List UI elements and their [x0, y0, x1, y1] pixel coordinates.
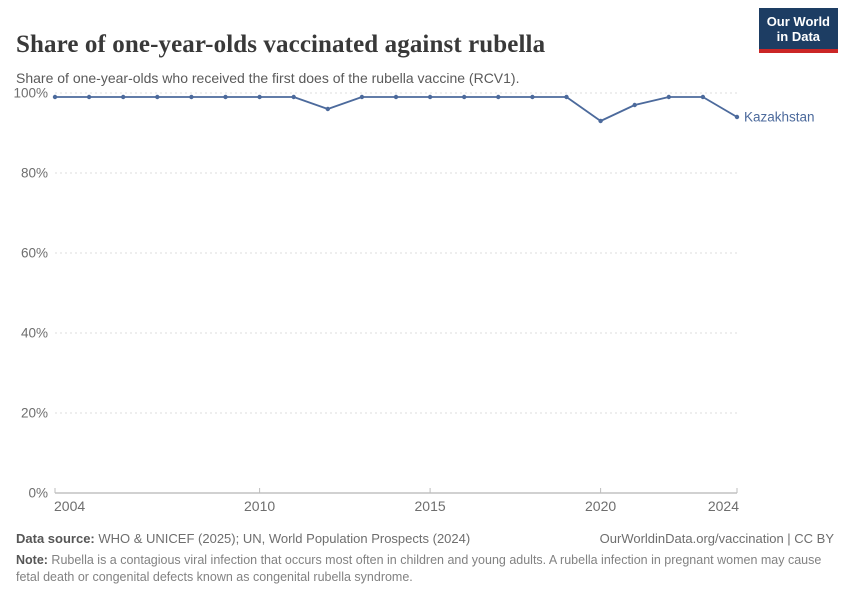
data-point: [530, 94, 535, 100]
data-source-value: WHO & UNICEF (2025); UN, World Populatio…: [94, 531, 471, 546]
data-point: [223, 94, 228, 100]
page-subtitle: Share of one-year-olds who received the …: [16, 70, 520, 86]
data-point: [257, 94, 262, 100]
data-point: [189, 94, 194, 100]
data-point: [121, 94, 126, 100]
y-tick-label: 100%: [13, 86, 48, 101]
x-tick-label: 2004: [54, 498, 85, 514]
data-point: [52, 94, 58, 100]
data-source-text: Data source: WHO & UNICEF (2025); UN, Wo…: [16, 531, 470, 546]
data-point: [155, 94, 160, 100]
x-tick-label: 2015: [415, 498, 446, 514]
y-tick-label: 0%: [28, 486, 48, 501]
x-tick-label: 2020: [585, 498, 616, 514]
y-tick-label: 20%: [21, 406, 48, 421]
data-point: [325, 106, 330, 112]
y-tick-label: 60%: [21, 246, 48, 261]
data-point: [427, 94, 433, 100]
data-point: [598, 118, 603, 124]
data-point: [496, 94, 501, 100]
data-point: [734, 114, 740, 120]
note-label: Note:: [16, 553, 48, 567]
data-point: [393, 94, 399, 100]
owid-link-text[interactable]: OurWorldinData.org/vaccination | CC BY: [599, 531, 834, 546]
data-source-label: Data source:: [16, 531, 95, 546]
page-title: Share of one-year-olds vaccinated agains…: [16, 30, 546, 58]
source-row: Data source: WHO & UNICEF (2025); UN, Wo…: [16, 531, 834, 546]
chart-footer: Data source: WHO & UNICEF (2025); UN, Wo…: [16, 531, 834, 586]
owid-logo-line2: in Data: [776, 29, 821, 44]
x-tick-label: 2010: [244, 498, 275, 514]
data-point: [666, 94, 671, 100]
owid-logo: Our World in Data: [758, 8, 838, 53]
note-text: Note: Rubella is a contagious viral infe…: [16, 552, 834, 586]
note-value: Rubella is a contagious viral infection …: [16, 553, 822, 584]
data-point: [462, 94, 467, 100]
x-tick-label: 2024: [708, 498, 739, 514]
data-point: [86, 94, 92, 100]
owid-logo-line1: Our World: [766, 14, 830, 29]
data-point: [564, 94, 569, 100]
y-tick-label: 40%: [21, 326, 48, 341]
data-line: [54, 96, 738, 122]
series-end-label: Kazakhstan: [744, 110, 815, 125]
data-point: [291, 94, 296, 100]
data-point: [359, 94, 365, 100]
data-point: [700, 94, 706, 100]
y-tick-label: 80%: [21, 166, 48, 181]
data-point: [632, 102, 637, 108]
